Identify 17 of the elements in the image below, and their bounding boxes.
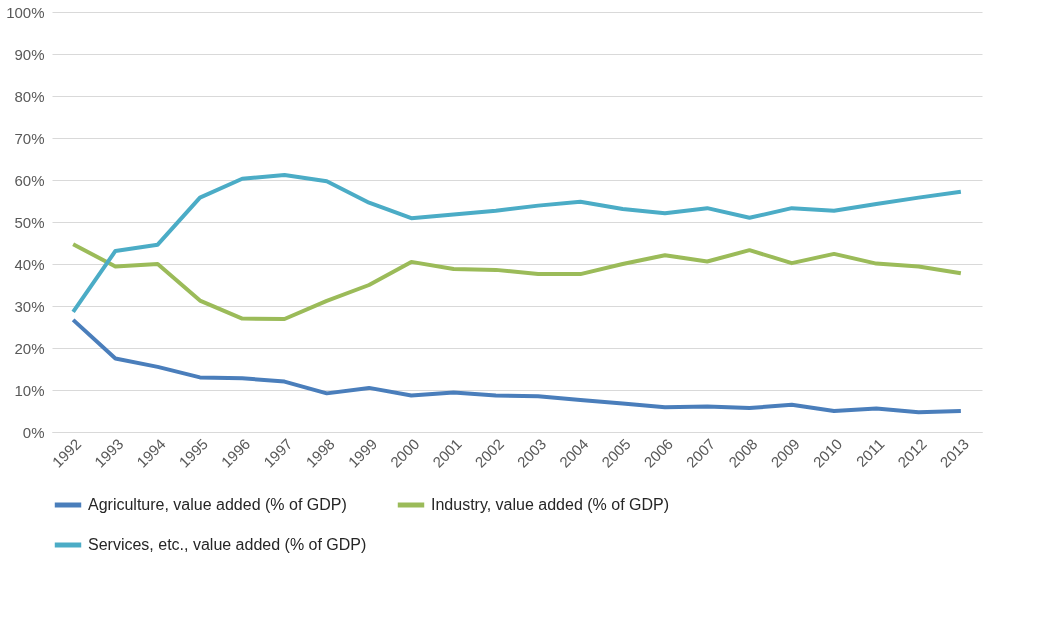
line-series — [71, 242, 963, 322]
y-tick-label: 100% — [6, 3, 45, 21]
y-tick-label: 60% — [14, 171, 45, 189]
y-tick-label: 50% — [14, 213, 45, 231]
y-tick-label: 0% — [22, 423, 45, 441]
line-series — [71, 317, 963, 415]
legend-label: Services, etc., value added (% of GDP) — [88, 536, 367, 553]
legend-label: Agriculture, value added (% of GDP) — [88, 496, 347, 513]
y-tick-label: 30% — [14, 297, 45, 315]
legend-label: Industry, value added (% of GDP) — [431, 496, 670, 513]
y-tick-label: 90% — [14, 45, 45, 63]
line-series — [71, 172, 963, 314]
y-tick-label: 70% — [14, 129, 45, 147]
y-tick-label: 40% — [14, 255, 45, 273]
y-tick-label: 80% — [14, 87, 45, 105]
y-tick-label: 20% — [14, 339, 45, 357]
y-tick-label: 10% — [14, 381, 45, 399]
